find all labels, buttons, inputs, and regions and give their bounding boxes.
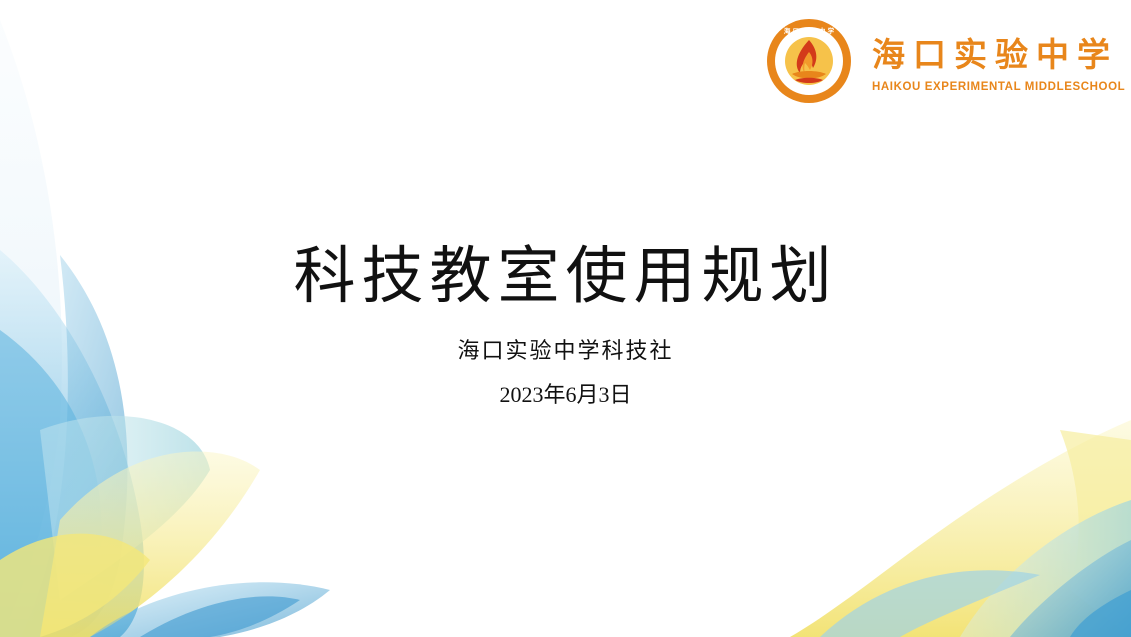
slide-subtitle: 海口实验中学科技社 <box>457 339 674 364</box>
school-name-en: HAIKOU EXPERIMENTAL MIDDLESCHOOL <box>872 81 1126 93</box>
slide-title: 科技教室使用规划 <box>293 239 838 312</box>
emblem-top-text: 海 口 实 验 中 学 <box>784 26 835 35</box>
petal-right-blue-2 <box>820 570 1040 637</box>
school-name-cn: 海口实验中学 <box>872 35 1118 74</box>
petal-right-blue-3 <box>1070 590 1131 637</box>
slide-date: 2023年6月3日 <box>499 382 632 407</box>
petal-left-bottom-blue-2 <box>140 596 300 637</box>
petal-left-yellow-2 <box>0 533 150 637</box>
school-logo: 海 口 实 验 中 学 HAIKOU EXPERIMENTAL MIDDLE S… <box>766 18 1126 104</box>
flame-emblem-icon: 海 口 实 验 中 学 HAIKOU EXPERIMENTAL MIDDLE S… <box>767 19 851 103</box>
